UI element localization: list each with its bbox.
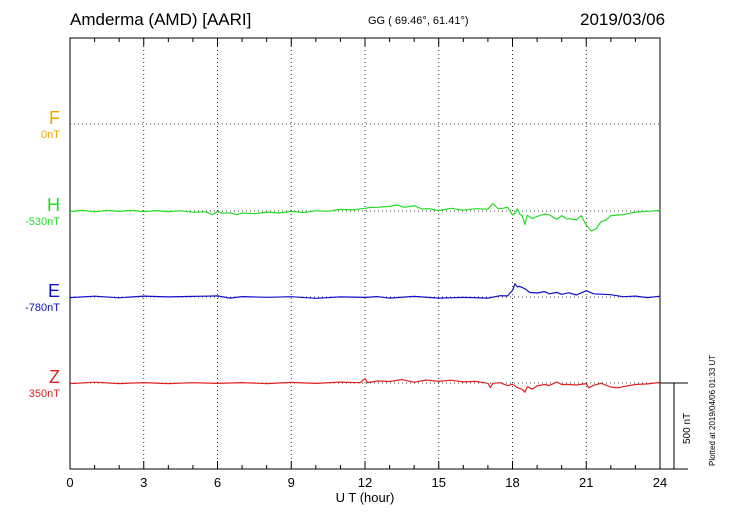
component-name-h: H [47, 195, 60, 215]
trace-e [69, 283, 661, 299]
x-tick-label: 24 [653, 475, 667, 490]
component-label-z: Z 350nT [0, 367, 60, 401]
component-name-z: Z [49, 367, 60, 387]
grid-lines [70, 38, 660, 469]
component-label-h: H -530nT [0, 195, 60, 229]
x-tick-label: 21 [579, 475, 593, 490]
x-tick-label: 3 [140, 475, 147, 490]
component-baseline-f: 0nT [41, 129, 60, 141]
component-name-e: E [47, 281, 60, 301]
component-baseline-z: 350nT [28, 388, 60, 400]
station-coordinates: GG ( 69.46°, 61.41°) [368, 15, 469, 27]
x-tick-label: 0 [66, 475, 73, 490]
chart-title: Amderma (AMD) [AARI] [70, 10, 252, 29]
component-baseline-e: -780nT [25, 302, 60, 314]
component-label-e: E -780nT [0, 281, 60, 315]
x-tick-labels: 0 3 6 9 12 15 18 21 24 [66, 475, 667, 490]
x-tick-label: 6 [214, 475, 221, 490]
x-axis-label: U T (hour) [335, 490, 395, 505]
chart-date: 2019/03/06 [580, 10, 666, 29]
x-tick-label: 15 [432, 475, 446, 490]
x-tick-label: 18 [505, 475, 519, 490]
x-tick-label: 9 [288, 475, 295, 490]
trace-h [69, 202, 661, 232]
traces [69, 202, 661, 393]
component-baseline-h: -530nT [25, 216, 60, 228]
plotted-timestamp: Plotted at 2019/04/06 01:33 UT [708, 354, 717, 466]
trace-z [69, 378, 661, 393]
scale-bar [660, 382, 688, 470]
scale-label: 500 nT [682, 412, 693, 444]
x-tick-label: 12 [358, 475, 372, 490]
component-label-f: F 0nT [0, 108, 60, 142]
component-name-f: F [49, 108, 60, 128]
x-ticks [69, 38, 661, 469]
